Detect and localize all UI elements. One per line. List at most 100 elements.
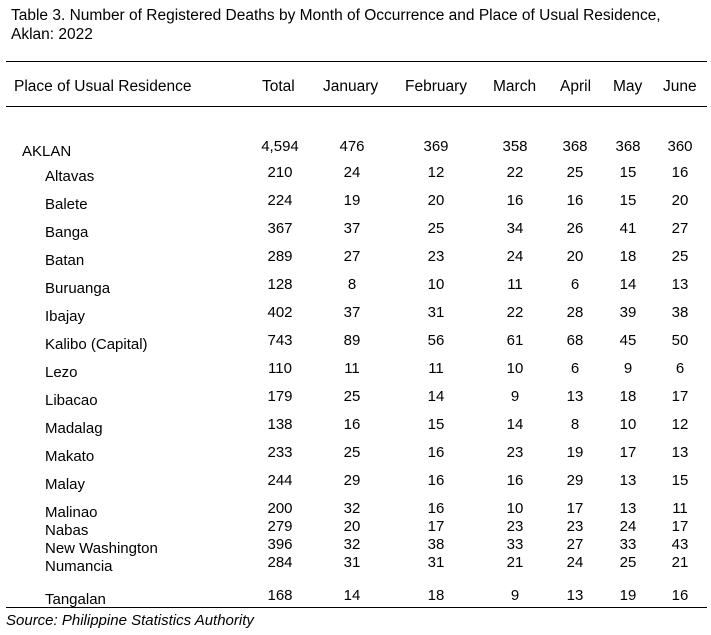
- value-cell: 25: [566, 164, 584, 181]
- value-cell: 16: [671, 587, 689, 604]
- value-cell: 21: [671, 554, 689, 571]
- value-cell: 23: [506, 444, 524, 461]
- value-cell: 15: [619, 192, 637, 209]
- value-cell: 25: [343, 444, 361, 461]
- value-cell: 210: [267, 164, 293, 181]
- source-note: Source: Philippine Statistics Authority: [6, 612, 254, 629]
- municipality-name: New Washington: [45, 540, 158, 557]
- municipality-name: Malay: [45, 476, 86, 493]
- value-cell: 20: [343, 518, 361, 535]
- value-cell: 68: [566, 332, 584, 349]
- value-cell: 23: [506, 518, 524, 535]
- value-cell: 11: [344, 360, 360, 377]
- value-cell: 37: [343, 304, 361, 321]
- header-may: May: [613, 78, 643, 95]
- value-cell: 33: [506, 536, 524, 553]
- municipality-name: Malinao: [45, 504, 98, 521]
- value-cell: 23: [566, 518, 584, 535]
- value-cell: 18: [619, 248, 637, 265]
- municipality-name: Batan: [45, 252, 85, 269]
- value-cell: 25: [671, 248, 689, 265]
- value-cell: 18: [619, 388, 637, 405]
- value-cell: 16: [427, 500, 445, 517]
- value-cell: 31: [343, 554, 361, 571]
- value-cell: 25: [619, 554, 637, 571]
- province-name: AKLAN: [22, 143, 72, 160]
- municipality-name: Libacao: [45, 392, 98, 409]
- value-cell: 110: [268, 360, 292, 377]
- value-cell: 38: [671, 304, 689, 321]
- value-cell: 19: [343, 192, 361, 209]
- value-cell: 743: [267, 332, 293, 349]
- value-cell: 168: [267, 587, 293, 604]
- value-cell: 16: [427, 444, 445, 461]
- value-cell: 476: [339, 138, 365, 155]
- value-cell: 17: [671, 388, 689, 405]
- value-cell: 138: [267, 416, 293, 433]
- value-cell: 279: [267, 518, 293, 535]
- value-cell: 17: [619, 444, 637, 461]
- value-cell: 244: [267, 472, 293, 489]
- value-cell: 38: [427, 536, 445, 553]
- value-cell: 11: [672, 500, 688, 517]
- value-cell: 396: [267, 536, 293, 553]
- value-cell: 17: [671, 518, 689, 535]
- value-cell: 17: [566, 500, 584, 517]
- value-cell: 4,594: [261, 138, 299, 155]
- value-cell: 19: [619, 587, 637, 604]
- value-cell: 16: [427, 472, 445, 489]
- value-cell: 360: [667, 138, 693, 155]
- value-cell: 13: [566, 587, 584, 604]
- value-cell: 233: [267, 444, 293, 461]
- value-cell: 24: [566, 554, 584, 571]
- value-cell: 368: [615, 138, 641, 155]
- value-cell: 289: [267, 248, 293, 265]
- municipality-name: Ibajay: [45, 308, 86, 325]
- value-cell: 61: [506, 332, 524, 349]
- value-cell: 27: [343, 248, 361, 265]
- value-cell: 26: [566, 220, 584, 237]
- municipality-name: Banga: [45, 224, 89, 241]
- value-cell: 21: [506, 554, 524, 571]
- value-cell: 25: [343, 388, 361, 405]
- value-cell: 89: [343, 332, 361, 349]
- value-cell: 43: [671, 536, 689, 553]
- value-cell: 367: [267, 220, 293, 237]
- header-rule: [6, 106, 707, 107]
- bottom-rule: [6, 607, 707, 608]
- value-cell: 10: [427, 276, 445, 293]
- value-cell: 19: [566, 444, 584, 461]
- value-cell: 13: [619, 500, 637, 517]
- value-cell: 200: [267, 500, 293, 517]
- value-cell: 14: [506, 416, 524, 433]
- value-cell: 20: [671, 192, 689, 209]
- value-cell: 368: [562, 138, 588, 155]
- value-cell: 37: [343, 220, 361, 237]
- header-march: March: [493, 78, 537, 95]
- value-cell: 13: [671, 444, 689, 461]
- value-cell: 10: [506, 360, 524, 377]
- value-cell: 9: [510, 388, 520, 405]
- value-cell: 18: [427, 587, 445, 604]
- value-cell: 34: [506, 220, 524, 237]
- value-cell: 284: [267, 554, 293, 571]
- municipality-name: Balete: [45, 196, 88, 213]
- value-cell: 16: [566, 192, 584, 209]
- value-cell: 15: [427, 416, 445, 433]
- value-cell: 29: [343, 472, 361, 489]
- value-cell: 22: [506, 304, 524, 321]
- value-cell: 14: [619, 276, 637, 293]
- value-cell: 15: [671, 472, 689, 489]
- header-april: April: [560, 78, 592, 95]
- value-cell: 12: [671, 416, 689, 433]
- value-cell: 56: [427, 332, 445, 349]
- value-cell: 33: [619, 536, 637, 553]
- value-cell: 16: [343, 416, 361, 433]
- value-cell: 6: [675, 360, 685, 377]
- value-cell: 17: [427, 518, 445, 535]
- value-cell: 358: [502, 138, 528, 155]
- header-total: Total: [262, 78, 295, 95]
- value-cell: 28: [566, 304, 584, 321]
- value-cell: 29: [566, 472, 584, 489]
- value-cell: 11: [428, 360, 444, 377]
